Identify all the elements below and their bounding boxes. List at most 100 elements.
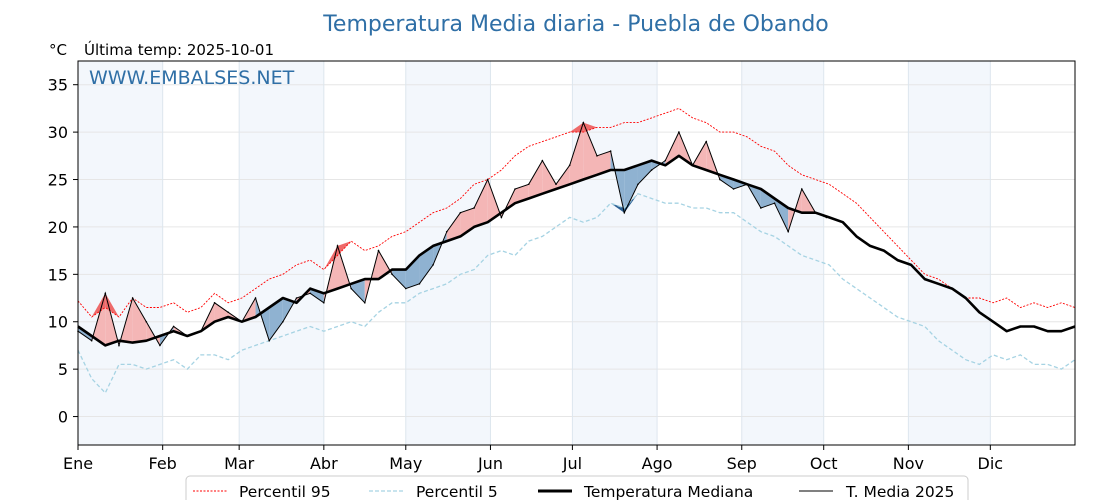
x-axis: Ene Feb Mar Abr May Jun Jul Ago Sep Oct Nov Dic	[63, 445, 1003, 473]
y-tick-label: 35	[48, 76, 68, 95]
fill-above-median	[528, 160, 543, 199]
fill-above-median	[460, 207, 475, 237]
x-tick-label: Oct	[810, 454, 838, 473]
point-t-media-2025	[760, 207, 762, 209]
line-temperatura-mediana	[77, 154, 1076, 347]
point-t-media-2025	[732, 188, 735, 190]
x-tick-label: Dic	[978, 454, 1004, 473]
x-tick-label: Mar	[224, 454, 255, 473]
y-tick-label: 30	[48, 123, 68, 142]
fill-below-median	[310, 288, 324, 303]
fill-below-median	[405, 255, 420, 289]
point-t-media-2025	[145, 320, 148, 323]
watermark: WWW.EMBALSES.NET	[89, 67, 295, 89]
point-t-media-2025	[473, 207, 475, 209]
line-percentil-5	[77, 192, 1076, 395]
point-t-media-2025	[445, 230, 448, 233]
x-tick-label: May	[389, 454, 422, 473]
point-t-media-2025	[227, 311, 230, 314]
point-t-media-2025	[719, 178, 721, 181]
point-t-media-2025	[200, 330, 202, 333]
fill-below-median	[351, 279, 365, 303]
legend-item-p95: Percentil 95	[193, 483, 331, 500]
month-band	[405, 61, 491, 445]
fill-above-p95	[323, 245, 338, 270]
legend-item-2025: T. Media 2025	[799, 483, 954, 500]
point-t-media-2025	[377, 249, 380, 252]
chart-title: Temperatura Media diaria - Puebla de Oba…	[322, 12, 829, 37]
point-t-media-2025	[486, 178, 489, 181]
fill-above-median	[569, 122, 584, 185]
month-bands	[78, 61, 991, 445]
point-t-media-2025	[773, 202, 776, 205]
point-t-media-2025	[404, 287, 407, 290]
y-tick-label: 15	[48, 265, 68, 284]
point-t-media-2025	[787, 230, 789, 233]
point-t-media-2025	[555, 183, 557, 186]
fill-above-median	[132, 298, 147, 343]
point-t-media-2025	[582, 121, 585, 124]
fill-above-p95	[105, 293, 119, 317]
fill-above-median	[474, 179, 488, 227]
point-t-media-2025	[104, 292, 107, 295]
series-lines	[77, 107, 1076, 395]
month-band	[908, 61, 991, 445]
x-tick-label: Ago	[642, 454, 673, 473]
fill-above-median	[542, 160, 557, 194]
plot-frame	[77, 60, 1076, 446]
month-band	[572, 61, 658, 445]
legend-label-p5: Percentil 5	[416, 483, 498, 500]
point-t-media-2025	[268, 339, 271, 342]
fill-below-median	[760, 189, 775, 208]
legend-item-median: Temperatura Mediana	[538, 483, 753, 500]
month-band	[239, 61, 324, 445]
point-t-media-2025	[282, 320, 284, 323]
point-t-media-2025	[678, 131, 680, 133]
grid-lines	[77, 61, 1075, 445]
point-t-media-2025	[596, 155, 598, 157]
point-t-media-2025	[350, 287, 352, 290]
month-band	[78, 61, 163, 445]
fill-below-median	[419, 245, 434, 284]
y-tick-label: 25	[48, 171, 68, 190]
point-t-media-2025	[364, 301, 366, 304]
fill-below-p5	[610, 203, 625, 213]
y-tick-label: 0	[58, 408, 68, 427]
point-t-media-2025	[241, 320, 243, 323]
point-t-media-2025	[514, 188, 516, 190]
y-axis: 0 5 10 15 20 25 30 35	[48, 76, 78, 427]
point-t-media-2025	[664, 159, 667, 162]
x-tick-label: Ene	[63, 454, 93, 473]
legend-label-median: Temperatura Mediana	[583, 483, 753, 500]
point-t-media-2025	[691, 164, 694, 167]
last-temp-label: Última temp: 2025-10-01	[84, 40, 274, 59]
point-t-media-2025	[90, 339, 93, 342]
fill-below-median	[269, 298, 283, 341]
x-tick-label: Abr	[310, 454, 338, 473]
point-t-media-2025	[609, 150, 612, 152]
x-tick-label: Jun	[477, 454, 503, 473]
plot-area: WWW.EMBALSES.NET	[77, 60, 1076, 446]
fill-below-median	[637, 160, 652, 185]
point-t-media-2025	[213, 301, 216, 304]
point-t-media-2025	[801, 188, 803, 190]
x-tick-label: Feb	[149, 454, 177, 473]
y-tick-label: 20	[48, 218, 68, 237]
point-t-media-2025	[500, 216, 503, 219]
point-t-media-2025	[295, 297, 298, 299]
legend: Percentil 95 Percentil 5 Temperatura Med…	[185, 475, 969, 500]
fill-below-median	[719, 174, 734, 189]
point-t-media-2025	[391, 273, 393, 276]
unit-label: °C	[49, 41, 67, 59]
month-band	[741, 61, 824, 445]
legend-label-2025: T. Media 2025	[845, 483, 954, 500]
fill-above-p95	[569, 122, 584, 133]
point-t-media-2025	[131, 297, 134, 299]
fill-below-p5	[624, 193, 638, 213]
point-t-media-2025	[323, 301, 325, 304]
fill-below-median	[624, 165, 638, 213]
fill-below-median	[392, 269, 406, 289]
point-t-media-2025	[418, 283, 421, 285]
point-t-media-2025	[650, 169, 653, 171]
point-t-media-2025	[336, 245, 339, 247]
